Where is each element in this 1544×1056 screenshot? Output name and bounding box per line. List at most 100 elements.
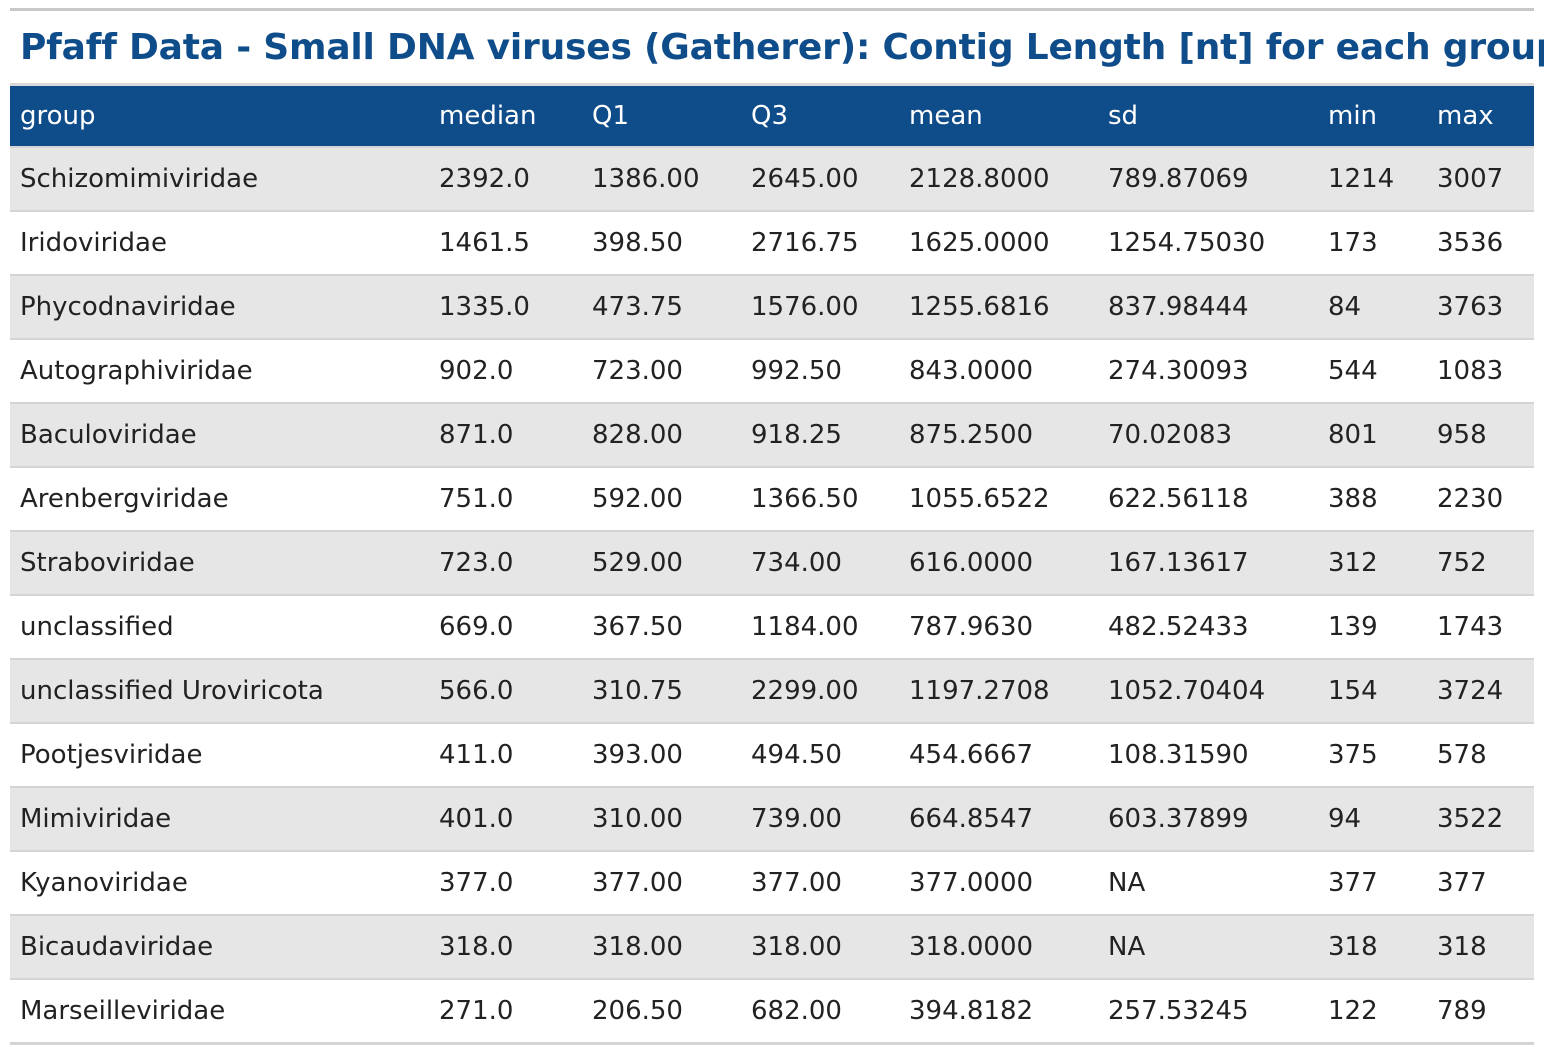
value-cell: NA: [1098, 850, 1318, 915]
group-cell: Pootjesviridae: [10, 722, 429, 787]
value-cell: 723.00: [582, 338, 741, 403]
value-cell: 377: [1427, 850, 1534, 915]
value-cell: 318.0000: [899, 914, 1098, 979]
value-cell: 2716.75: [741, 210, 899, 275]
value-cell: 1625.0000: [899, 210, 1098, 275]
group-cell: Straboviridae: [10, 530, 429, 595]
table-row: Pootjesviridae 411.0 393.00 494.50 454.6667 1…: [10, 722, 1534, 787]
value-cell: 122: [1318, 978, 1427, 1045]
value-cell: 494.50: [741, 722, 899, 787]
value-cell: 789: [1427, 978, 1534, 1045]
value-cell: 393.00: [582, 722, 741, 787]
value-cell: 318: [1427, 914, 1534, 979]
table-body: Schizomimiviridae 2392.0 1386.00 2645.00 212…: [10, 146, 1534, 1045]
table-row: Arenbergviridae 751.0 592.00 1366.50 1055.65…: [10, 466, 1534, 531]
column-header: Q3: [741, 86, 899, 147]
value-cell: 377.0000: [899, 850, 1098, 915]
value-cell: 1461.5: [429, 210, 582, 275]
value-cell: 751.0: [429, 466, 582, 531]
value-cell: 310.75: [582, 658, 741, 723]
value-cell: 3724: [1427, 658, 1534, 723]
table-row: unclassified 669.0 367.50 1184.00 787.9630 48…: [10, 594, 1534, 659]
value-cell: 167.13617: [1098, 530, 1318, 595]
value-cell: 318.0: [429, 914, 582, 979]
value-cell: 801: [1318, 402, 1427, 467]
value-cell: 318: [1318, 914, 1427, 979]
column-header: min: [1318, 86, 1427, 147]
report: Pfaff Data - Small DNA viruses (Gatherer…: [10, 8, 1544, 1045]
value-cell: 2645.00: [741, 146, 899, 211]
column-header: sd: [1098, 86, 1318, 147]
value-cell: 318.00: [741, 914, 899, 979]
table-row: Kyanoviridae 377.0 377.00 377.00 377.0000 NA 3…: [10, 850, 1534, 915]
value-cell: 318.00: [582, 914, 741, 979]
value-cell: 843.0000: [899, 338, 1098, 403]
value-cell: 312: [1318, 530, 1427, 595]
table-header: group median Q1 Q3 mean sd min max: [10, 86, 1534, 147]
value-cell: 875.2500: [899, 402, 1098, 467]
group-cell: Schizomimiviridae: [10, 146, 429, 211]
value-cell: 473.75: [582, 274, 741, 339]
value-cell: 787.9630: [899, 594, 1098, 659]
group-cell: Kyanoviridae: [10, 850, 429, 915]
group-cell: Marseilleviridae: [10, 978, 429, 1045]
value-cell: 789.87069: [1098, 146, 1318, 211]
value-cell: 3763: [1427, 274, 1534, 339]
value-cell: 592.00: [582, 466, 741, 531]
value-cell: 1255.6816: [899, 274, 1098, 339]
value-cell: 1052.70404: [1098, 658, 1318, 723]
group-cell: Mimiviridae: [10, 786, 429, 851]
group-cell: unclassified Uroviricota: [10, 658, 429, 723]
group-cell: Baculoviridae: [10, 402, 429, 467]
value-cell: 1214: [1318, 146, 1427, 211]
column-header: median: [429, 86, 582, 147]
value-cell: 3007: [1427, 146, 1534, 211]
value-cell: 1743: [1427, 594, 1534, 659]
title: Pfaff Data - Small DNA viruses (Gatherer…: [20, 27, 1544, 68]
group-cell: Iridoviridae: [10, 210, 429, 275]
value-cell: 310.00: [582, 786, 741, 851]
value-cell: 1055.6522: [899, 466, 1098, 531]
group-cell: Bicaudaviridae: [10, 914, 429, 979]
value-cell: 1366.50: [741, 466, 899, 531]
value-cell: 1254.75030: [1098, 210, 1318, 275]
table-row: Schizomimiviridae 2392.0 1386.00 2645.00 212…: [10, 146, 1534, 211]
value-cell: 394.8182: [899, 978, 1098, 1045]
value-cell: 622.56118: [1098, 466, 1318, 531]
value-cell: 871.0: [429, 402, 582, 467]
value-cell: 271.0: [429, 978, 582, 1045]
value-cell: 837.98444: [1098, 274, 1318, 339]
value-cell: 3522: [1427, 786, 1534, 851]
group-cell: Autographiviridae: [10, 338, 429, 403]
value-cell: 70.02083: [1098, 402, 1318, 467]
value-cell: 2128.8000: [899, 146, 1098, 211]
value-cell: 902.0: [429, 338, 582, 403]
value-cell: 669.0: [429, 594, 582, 659]
value-cell: 1386.00: [582, 146, 741, 211]
column-header: group: [10, 86, 429, 147]
table-row: Mimiviridae 401.0 310.00 739.00 664.8547 603.…: [10, 786, 1534, 851]
value-cell: 616.0000: [899, 530, 1098, 595]
value-cell: 84: [1318, 274, 1427, 339]
table-row: Straboviridae 723.0 529.00 734.00 616.0000 16…: [10, 530, 1534, 595]
value-cell: 2299.00: [741, 658, 899, 723]
value-cell: 1184.00: [741, 594, 899, 659]
value-cell: 377: [1318, 850, 1427, 915]
table-row: Marseilleviridae 271.0 206.50 682.00 394.818…: [10, 978, 1534, 1045]
value-cell: 154: [1318, 658, 1427, 723]
value-cell: 2392.0: [429, 146, 582, 211]
value-cell: 752: [1427, 530, 1534, 595]
value-cell: 377.00: [741, 850, 899, 915]
value-cell: 206.50: [582, 978, 741, 1045]
value-cell: 108.31590: [1098, 722, 1318, 787]
value-cell: 992.50: [741, 338, 899, 403]
value-cell: NA: [1098, 914, 1318, 979]
table-row: unclassified Uroviricota 566.0 310.75 2299.…: [10, 658, 1534, 723]
value-cell: 1576.00: [741, 274, 899, 339]
value-cell: 918.25: [741, 402, 899, 467]
value-cell: 529.00: [582, 530, 741, 595]
value-cell: 257.53245: [1098, 978, 1318, 1045]
value-cell: 388: [1318, 466, 1427, 531]
table-row: Phycodnaviridae 1335.0 473.75 1576.00 1255.6…: [10, 274, 1534, 339]
